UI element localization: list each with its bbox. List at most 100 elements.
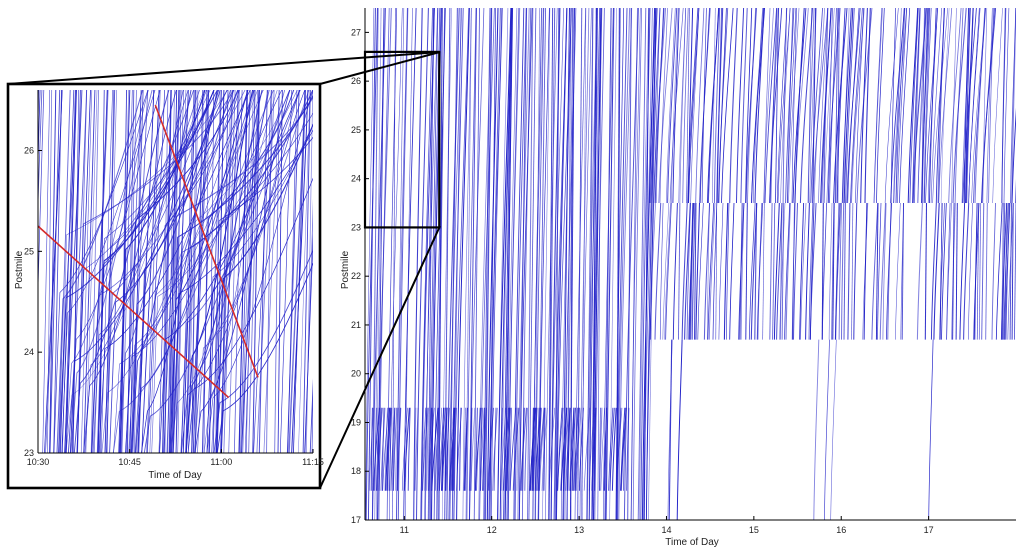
main-trajectory-line xyxy=(502,407,509,491)
main-trajectory-line xyxy=(456,8,470,520)
main-trajectory-line xyxy=(659,8,668,204)
main-trajectory-line xyxy=(414,407,419,491)
inset-congested-trajectory xyxy=(98,90,251,453)
main-trajectory-line xyxy=(579,8,590,520)
main-trajectory-line xyxy=(548,407,555,491)
inset-trajectory-line xyxy=(240,90,251,453)
main-trajectory-line xyxy=(403,407,410,491)
main-x-tick-label: 17 xyxy=(924,525,934,535)
main-trajectory-line xyxy=(939,202,945,340)
main-trajectory-line xyxy=(682,8,689,204)
main-trajectory-line xyxy=(750,202,758,340)
inset-x-tick-label: 10:45 xyxy=(118,457,141,467)
main-trajectory-line xyxy=(884,8,899,204)
main-trajectory-line xyxy=(414,407,417,491)
main-trajectory-line xyxy=(538,407,541,491)
main-trajectory-line xyxy=(864,8,871,204)
main-y-tick-label: 23 xyxy=(351,222,361,232)
main-trajectory-line xyxy=(780,8,791,204)
main-trajectory-line xyxy=(608,407,614,491)
inset-trajectory-line xyxy=(168,90,178,453)
main-trajectory-line xyxy=(643,8,653,520)
inset-congested-trajectory xyxy=(212,136,313,453)
main-trajectory-line xyxy=(1004,202,1011,340)
main-trajectory-line xyxy=(688,202,695,340)
main-trajectory-line xyxy=(442,407,448,491)
main-trajectory-line xyxy=(961,8,971,204)
main-trajectory-line xyxy=(840,202,845,340)
main-y-tick-label: 17 xyxy=(351,515,361,525)
main-trajectory-line xyxy=(382,407,389,491)
main-trajectory-line xyxy=(781,202,785,340)
inset-y-axis-title: Postmile xyxy=(14,250,25,289)
main-trajectory-line xyxy=(788,8,800,204)
main-trajectory-line xyxy=(925,8,939,204)
main-trajectory-line xyxy=(649,8,657,204)
main-trajectory-line xyxy=(751,8,766,204)
zoom-window-box xyxy=(363,50,441,229)
main-trajectory-line xyxy=(895,8,906,204)
shockwave-line xyxy=(154,104,259,378)
main-trajectory-line xyxy=(923,8,931,204)
main-trajectory-line xyxy=(929,8,937,204)
main-trajectory-line xyxy=(1001,202,1004,340)
inset-trajectory-line xyxy=(298,90,311,453)
main-trajectory-line xyxy=(981,8,997,204)
main-trajectory-line xyxy=(560,407,568,491)
inset-congested-trajectory xyxy=(216,262,313,453)
main-trajectory-line xyxy=(706,8,720,204)
main-trajectory-line xyxy=(529,407,536,491)
main-trajectory-line xyxy=(473,8,480,520)
inset-trajectory-line xyxy=(118,90,131,453)
main-trajectory-line xyxy=(499,8,513,520)
main-trajectory-line xyxy=(543,407,546,491)
main-trajectory-line xyxy=(616,407,619,491)
main-trajectory-line xyxy=(924,8,932,204)
main-trajectory-line xyxy=(968,202,973,340)
main-y-tick-label: 22 xyxy=(351,271,361,281)
main-trajectory-line xyxy=(1007,202,1014,340)
main-trajectory-line xyxy=(581,8,592,520)
main-trajectory-line xyxy=(800,202,807,340)
main-trajectory-line xyxy=(695,202,701,340)
inset-trajectory-line xyxy=(238,90,248,453)
main-trajectory-line xyxy=(632,8,642,520)
main-trajectory-line xyxy=(843,202,846,340)
main-trajectory-line xyxy=(955,202,958,340)
main-trajectory-line xyxy=(941,202,947,340)
main-trajectory-line xyxy=(557,407,564,491)
main-trajectory-line xyxy=(441,407,446,491)
main-trajectory-line xyxy=(678,8,687,204)
main-trajectory-line xyxy=(532,8,543,520)
main-trajectory-line xyxy=(482,407,486,491)
main-trajectory-line xyxy=(850,8,863,204)
main-trajectory-line xyxy=(701,8,707,204)
inset-congested-trajectory xyxy=(185,90,263,453)
main-trajectory-line xyxy=(785,202,791,340)
main-trajectory-line xyxy=(387,407,390,491)
main-trajectory-line xyxy=(655,8,664,204)
main-trajectory-line xyxy=(847,202,851,340)
main-trajectory-line xyxy=(659,202,664,340)
inset-trajectory-line xyxy=(99,90,105,453)
main-x-ticks: 11 12 13 14 15 16 17 xyxy=(400,516,934,535)
main-trajectory-line xyxy=(480,407,485,491)
inset-congested-trajectory xyxy=(180,90,301,453)
main-trajectory-line xyxy=(885,202,893,340)
main-trajectory-line xyxy=(946,202,952,340)
inset-trajectory-line xyxy=(228,90,240,453)
inset-x-axis-title: Time of Day xyxy=(148,470,202,481)
main-trajectory-line xyxy=(776,202,783,340)
main-trajectory-line xyxy=(729,8,738,204)
inset-x-tick-label: 11:15 xyxy=(302,457,324,467)
main-trajectory-line xyxy=(466,8,477,520)
main-trajectory-line xyxy=(1001,8,1007,204)
zoom-connector-lines xyxy=(7,51,441,489)
inset-congested-trajectory xyxy=(185,90,255,453)
main-trajectory-line xyxy=(893,8,907,204)
main-trajectory-line xyxy=(726,202,730,340)
inset-congested-trajectory xyxy=(170,90,278,453)
main-trajectory-line xyxy=(791,202,796,340)
main-trajectory-line xyxy=(1004,202,1008,340)
inset-trajectory-line xyxy=(289,90,306,453)
